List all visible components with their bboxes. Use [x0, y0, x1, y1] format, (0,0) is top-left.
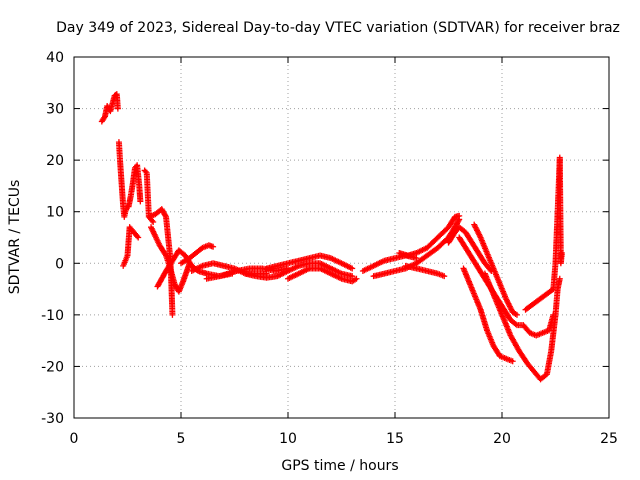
data-point	[349, 265, 356, 272]
series-arc-early	[98, 91, 121, 125]
y-tick-label: 40	[46, 50, 64, 66]
data-point	[349, 273, 356, 280]
series-arc-rise	[125, 162, 144, 210]
x-tick-label: 25	[600, 431, 618, 447]
x-tick-label: 0	[70, 431, 79, 447]
y-tick-label: -10	[41, 308, 64, 324]
data-point	[137, 198, 144, 205]
data-point	[169, 311, 176, 318]
data-points	[98, 91, 565, 383]
data-point	[558, 249, 565, 256]
series-arc-h	[263, 252, 356, 272]
series-arc-g	[242, 260, 356, 281]
data-point	[509, 358, 516, 365]
series-arc-r	[481, 270, 563, 383]
series-arc-f	[203, 265, 291, 282]
data-point	[441, 273, 448, 280]
data-point	[353, 275, 360, 282]
y-tick-label: 10	[46, 205, 64, 221]
y-tick-label: -20	[41, 359, 64, 375]
plot-frame	[73, 56, 610, 419]
data-point	[413, 255, 420, 262]
x-tick-label: 5	[177, 431, 186, 447]
data-point	[456, 212, 463, 219]
y-tick-label: 20	[46, 153, 64, 169]
data-point	[512, 321, 519, 328]
data-point	[455, 217, 462, 224]
series-arc-low	[120, 224, 142, 269]
data-point	[101, 114, 108, 121]
data-point	[134, 233, 141, 240]
series-arc-p	[471, 221, 520, 318]
series-arc-drop	[115, 139, 131, 220]
data-point	[150, 219, 157, 226]
chart-title: Day 349 of 2023, Sidereal Day-to-day VTE…	[56, 20, 620, 36]
series-arc-b	[148, 224, 193, 295]
series-arc-q	[460, 265, 516, 365]
series-arc-small	[141, 167, 157, 226]
data-point	[142, 168, 149, 175]
data-point	[162, 212, 169, 219]
x-axis-label: GPS time / hours	[281, 458, 398, 474]
series-arc-l	[402, 262, 448, 280]
x-tick-label: 15	[386, 431, 404, 447]
y-tick-label: 30	[46, 102, 64, 118]
series-arc-i	[285, 265, 360, 285]
y-tick-label: 0	[55, 256, 64, 272]
data-point	[513, 311, 520, 318]
series-arc-d	[178, 242, 217, 267]
data-point	[114, 105, 121, 112]
x-tick-label: 20	[493, 431, 511, 447]
data-point	[210, 243, 217, 250]
y-axis-label: SDTVAR / TECUs	[7, 180, 23, 295]
data-point	[149, 217, 156, 224]
series-arc-a	[145, 206, 176, 318]
series-arc-s	[522, 154, 565, 313]
data-point	[162, 251, 169, 258]
y-tick-label: -30	[41, 411, 64, 427]
series-arc-m	[396, 212, 463, 259]
axis-ticks: 0 5 10 15 20 25 -30 -20 -10 0 10 20 30 40	[41, 50, 618, 447]
data-point	[556, 275, 563, 282]
x-tick-label: 10	[279, 431, 297, 447]
data-point	[135, 234, 142, 241]
